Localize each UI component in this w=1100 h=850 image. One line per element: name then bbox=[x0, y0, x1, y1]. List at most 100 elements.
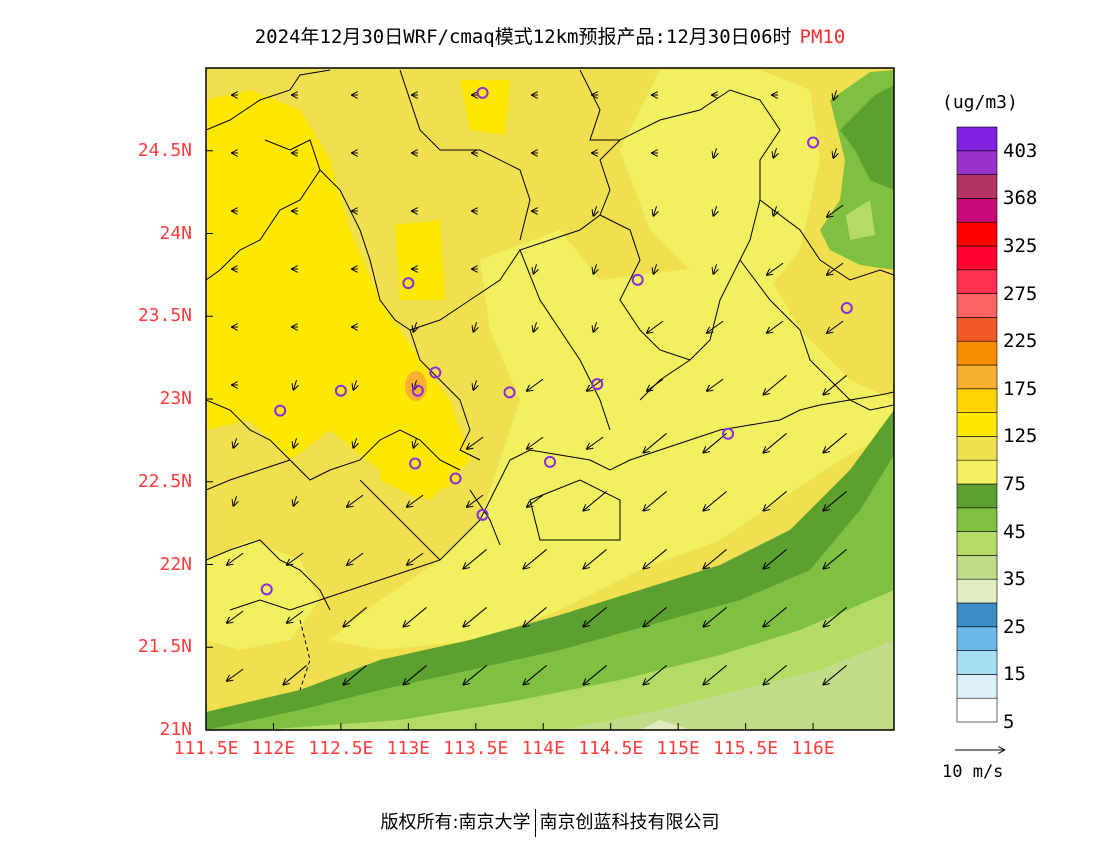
wind-arrow bbox=[763, 549, 787, 568]
legend-color-bin bbox=[956, 317, 998, 342]
field-high-nw bbox=[255, 110, 320, 190]
wind-vectors bbox=[227, 90, 847, 684]
wind-arrow bbox=[533, 264, 536, 274]
wind-arrow bbox=[533, 322, 536, 332]
legend-color-bin bbox=[956, 221, 998, 247]
wind-arrow bbox=[463, 607, 487, 626]
wind-arrow bbox=[833, 90, 836, 100]
x-tick-label: 113.5E bbox=[443, 738, 509, 759]
station-marker bbox=[476, 86, 489, 99]
wind-arrow bbox=[403, 665, 427, 684]
legend-color-bin bbox=[956, 245, 998, 271]
station-marker bbox=[544, 455, 556, 468]
legend-color-bin bbox=[956, 602, 998, 628]
wind-arrow bbox=[463, 549, 487, 568]
wind-arrow bbox=[287, 610, 304, 623]
station-marker bbox=[476, 508, 489, 521]
wind-arrow bbox=[643, 665, 667, 684]
wind-arrow bbox=[823, 665, 847, 684]
legend-label: 15 bbox=[1003, 663, 1026, 686]
wind-arrow bbox=[293, 380, 296, 390]
x-tick-label: 113E bbox=[386, 738, 431, 759]
wind-arrow bbox=[353, 438, 356, 448]
legend-label: 35 bbox=[1003, 568, 1026, 591]
station-marker bbox=[429, 366, 442, 379]
legend-color-bin bbox=[956, 269, 998, 294]
wind-arrow bbox=[643, 433, 667, 452]
wind-arrow bbox=[707, 378, 724, 391]
wind-arrow bbox=[833, 148, 836, 158]
wind-arrow bbox=[643, 607, 667, 626]
station-marker bbox=[274, 404, 287, 417]
station-marker bbox=[402, 277, 415, 290]
legend-color-bin bbox=[956, 174, 998, 199]
legend-label: 275 bbox=[1003, 282, 1038, 305]
legend-color-bin bbox=[956, 388, 998, 413]
legend-color-bin bbox=[956, 626, 998, 651]
station-marker bbox=[807, 136, 820, 149]
copyright-separator bbox=[534, 809, 536, 837]
wind-arrow bbox=[593, 206, 596, 216]
wind-arrow bbox=[653, 264, 656, 274]
wind-arrow bbox=[773, 206, 776, 216]
legend-color-bin bbox=[956, 459, 998, 485]
wind-arrow bbox=[473, 322, 476, 332]
copyright-left: 版权所有:南京大学 bbox=[380, 812, 531, 833]
legend-label: 225 bbox=[1003, 330, 1038, 353]
field-sea-25 bbox=[640, 720, 690, 730]
legend-color-bin bbox=[956, 531, 998, 556]
wind-arrow bbox=[647, 378, 664, 391]
wind-arrow bbox=[347, 494, 364, 507]
wind-arrow bbox=[703, 491, 727, 510]
wind-arrow bbox=[823, 549, 847, 568]
station-marker bbox=[411, 384, 424, 397]
wind-arrow bbox=[233, 438, 236, 448]
wind-arrow bbox=[227, 610, 244, 623]
x-tick-label: 114E bbox=[521, 738, 565, 759]
wind-arrow bbox=[347, 552, 364, 565]
wind-arrow bbox=[707, 320, 724, 333]
wind-arrow bbox=[713, 264, 716, 274]
wind-arrow bbox=[703, 607, 727, 626]
wind-arrow bbox=[413, 438, 416, 448]
wind-arrow bbox=[703, 433, 727, 452]
wind-arrow bbox=[643, 491, 667, 510]
wind-arrow bbox=[763, 375, 787, 394]
wind-arrow bbox=[647, 320, 664, 333]
station-marker bbox=[503, 386, 516, 399]
wind-arrow bbox=[703, 549, 727, 568]
legend-color-bin bbox=[956, 674, 998, 699]
wind-arrow bbox=[823, 433, 847, 452]
x-tick-label: 115E bbox=[656, 738, 700, 759]
title-text: 2024年12月30日WRF/cmaq模式12km预报产品:12月30日06时 bbox=[254, 26, 792, 48]
wind-arrow bbox=[703, 665, 727, 684]
legend-color-bin bbox=[956, 126, 998, 152]
wind-arrow bbox=[413, 322, 416, 332]
wind-arrow bbox=[293, 438, 296, 448]
legend-label: 75 bbox=[1003, 473, 1026, 495]
wind-arrow bbox=[343, 607, 367, 626]
wind-arrow bbox=[583, 607, 607, 626]
wind-arrow bbox=[473, 380, 476, 390]
wind-arrow bbox=[827, 262, 844, 275]
station-marker bbox=[409, 457, 422, 470]
y-tick-label: 21.5N bbox=[137, 636, 192, 658]
legend-label: 45 bbox=[1003, 520, 1026, 543]
y-tick-label: 24.5N bbox=[137, 139, 192, 161]
wind-arrow bbox=[653, 206, 656, 216]
wind-arrow bbox=[593, 322, 596, 332]
wind-arrow bbox=[467, 436, 484, 449]
x-tick-label: 114.5E bbox=[578, 738, 644, 759]
boundaries bbox=[206, 69, 894, 691]
legend-color-bin bbox=[956, 507, 998, 532]
station-marker bbox=[722, 427, 735, 440]
pollutant-name: PM10 bbox=[799, 26, 846, 48]
wind-arrow bbox=[293, 496, 296, 506]
legend-label: 175 bbox=[1003, 377, 1038, 400]
wind-arrow bbox=[227, 668, 244, 681]
station-marker bbox=[260, 583, 273, 596]
legend-color-bin bbox=[956, 436, 998, 461]
wind-arrow bbox=[403, 607, 427, 626]
axis-ticks bbox=[205, 150, 814, 731]
wind-arrow bbox=[583, 549, 607, 568]
